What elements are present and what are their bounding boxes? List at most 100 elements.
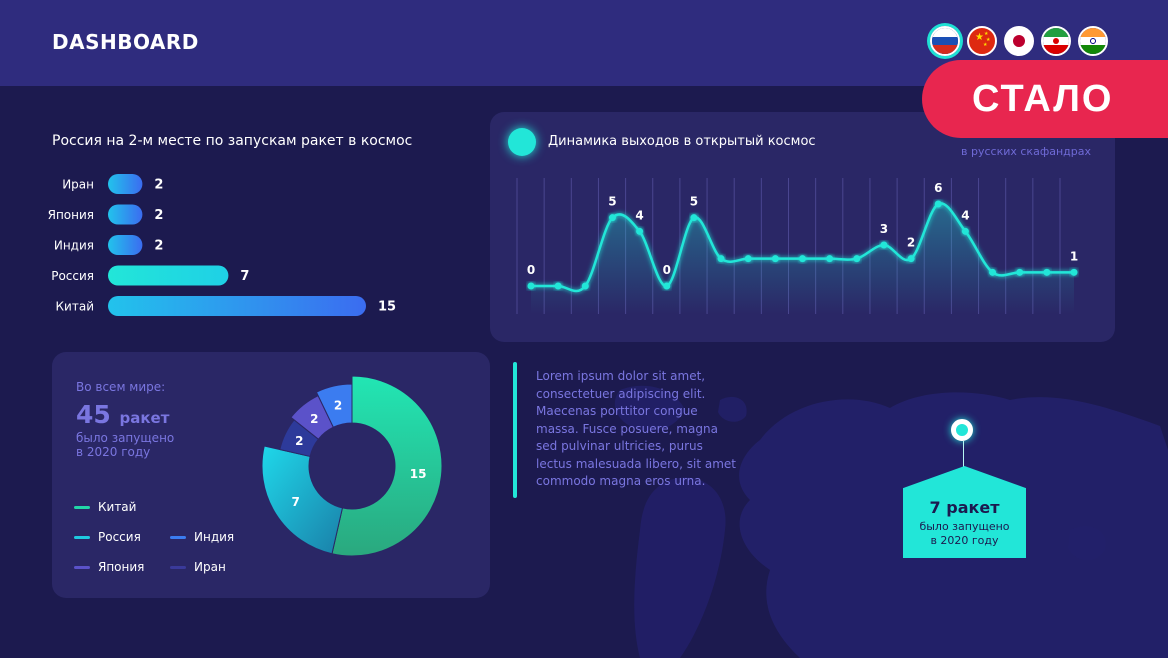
text-accent-line <box>513 362 517 498</box>
line-point-label: 6 <box>934 181 942 195</box>
legend-item-russia: Россия <box>74 530 141 544</box>
world-label: Во всем мире: <box>76 380 166 394</box>
map-pin-stem <box>963 441 964 469</box>
legend-swatch <box>170 565 186 569</box>
line-point-label: 0 <box>527 263 535 277</box>
russia-launches-callout: 7 ракет было запущено в 2020 году <box>903 466 1026 558</box>
world-desc-line2: в 2020 году <box>76 445 151 459</box>
callout-description: было запущено в 2020 году <box>903 520 1026 548</box>
legend-label: Россия <box>98 530 141 544</box>
stalo-badge: СТАЛО <box>922 60 1168 138</box>
line-point-label: 1 <box>1070 249 1078 263</box>
line-point <box>581 282 589 290</box>
bar-category-label: Иран <box>62 178 94 192</box>
legend-swatch <box>74 505 90 509</box>
legend-item-india: Индия <box>170 530 234 544</box>
donut-slice-label: 2 <box>310 412 318 426</box>
donut-slice-label: 7 <box>292 495 300 509</box>
china-flag-icon[interactable]: ★ ★ ★ ★ <box>967 26 997 56</box>
bar-value-label: 2 <box>154 239 163 254</box>
world-description: было запущено в 2020 году <box>76 431 206 459</box>
line-chart-bullet-icon <box>508 128 536 156</box>
spacewalk-line-chart: 0 5 4 0 5 3 2 6 4 1 <box>516 178 1078 314</box>
iran-flag-icon[interactable] <box>1041 26 1071 56</box>
world-launches-panel: Во всем мире: 45 ракет было запущено в 2… <box>52 352 490 598</box>
country-flags: ★ ★ ★ ★ <box>930 26 1108 56</box>
japan-flag-icon[interactable] <box>1004 26 1034 56</box>
line-point-label: 4 <box>635 208 643 222</box>
legend-item-china: Китай <box>74 500 136 514</box>
bar-value-label: 7 <box>240 269 249 284</box>
legend-label: Индия <box>194 530 235 544</box>
line-point <box>961 227 969 235</box>
legend-label: Япония <box>98 560 145 574</box>
line-point <box>989 268 997 276</box>
donut-slice-label: 15 <box>410 467 427 481</box>
bar-category-label: Япония <box>48 208 94 222</box>
bar-chart-title: Россия на 2-м месте по запускам ракет в … <box>52 133 413 149</box>
line-point <box>663 282 671 290</box>
line-point <box>527 282 535 290</box>
line-point-label: 3 <box>880 222 888 236</box>
line-point <box>880 241 888 249</box>
bar-Россия <box>108 265 229 286</box>
world-count: 45 ракет <box>76 400 169 429</box>
donut-slice-label: 2 <box>334 399 342 413</box>
russia-flag-icon[interactable] <box>930 26 960 56</box>
line-chart-title: Динамика выходов в открытый космос <box>548 134 816 149</box>
donut-slice-Иран <box>315 383 353 428</box>
line-point <box>1016 268 1024 276</box>
bar-category-label: Китай <box>56 300 94 314</box>
bar-Китай <box>108 296 366 316</box>
line-point-label: 2 <box>907 236 915 250</box>
line-point-label: 5 <box>608 195 616 209</box>
legend-swatch <box>74 565 90 569</box>
legend-item-japan: Япония <box>74 560 144 574</box>
line-point-label: 5 <box>690 195 698 209</box>
line-point <box>853 255 861 263</box>
line-point <box>1043 268 1051 276</box>
bar-value-label: 2 <box>154 178 163 193</box>
line-point <box>826 255 834 263</box>
bar-value-label: 15 <box>378 300 396 315</box>
world-count-number: 45 <box>76 400 111 429</box>
line-point <box>771 255 779 263</box>
line-point <box>799 255 806 263</box>
india-flag-icon[interactable] <box>1078 26 1108 56</box>
bar-Индия <box>108 235 143 255</box>
legend-label: Китай <box>98 500 137 514</box>
line-point <box>907 255 915 263</box>
world-desc-line1: было запущено <box>76 431 175 445</box>
legend-swatch <box>170 535 186 539</box>
donut-slice-Китай <box>331 375 443 557</box>
bar-Иран <box>108 174 143 194</box>
line-point-label: 4 <box>961 208 969 222</box>
callout-desc-line1: было запущено <box>919 520 1010 533</box>
line-point <box>608 214 616 222</box>
lorem-paragraph: Lorem ipsum dolor sit amet, consectetuer… <box>536 369 736 488</box>
legend-item-iran: Иран <box>170 560 226 574</box>
callout-desc-line2: в 2020 году <box>930 534 999 547</box>
bar-Япония <box>108 204 143 225</box>
line-point <box>744 255 752 263</box>
legend-label: Иран <box>194 560 226 574</box>
line-chart-subtitle: в русских скафандрах <box>961 145 1091 158</box>
line-point <box>934 200 942 208</box>
rocket-launches-bar-chart: Иран 2 Япония 2 Индия 2 Россия 7 Китай 15 <box>48 174 396 316</box>
line-point <box>717 255 725 263</box>
line-point <box>554 282 562 290</box>
spacewalk-dynamics-panel: 0 5 4 0 5 3 2 6 4 1 Динамика выходов в открытый к… <box>490 112 1115 342</box>
bar-category-label: Индия <box>54 239 94 253</box>
line-point <box>690 214 698 222</box>
bar-category-label: Россия <box>51 269 94 283</box>
callout-count: 7 ракет <box>929 498 1000 517</box>
world-count-unit: ракет <box>119 409 170 427</box>
russia-map-pin[interactable] <box>951 419 973 441</box>
line-point <box>636 227 644 235</box>
bar-value-label: 2 <box>154 208 163 223</box>
donut-slice-Россия <box>262 445 344 555</box>
line-point-label: 0 <box>663 263 671 277</box>
dashboard-title: DASHBOARD <box>52 30 199 54</box>
legend-swatch <box>74 535 90 539</box>
